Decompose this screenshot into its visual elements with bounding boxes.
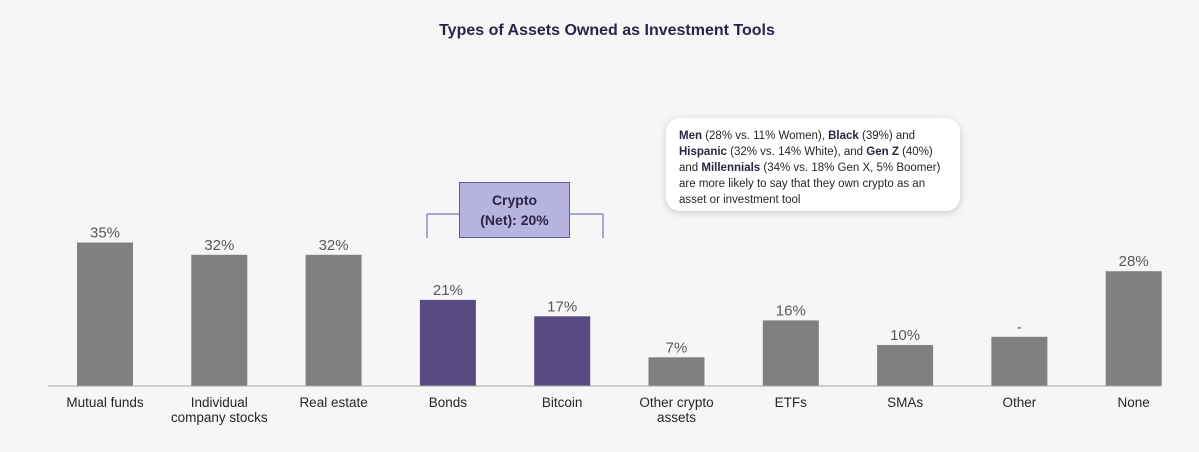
value-label: 7%: [666, 339, 688, 356]
bar-mutual-funds: [77, 242, 133, 386]
category-label: Other: [1003, 395, 1037, 410]
crypto-box-line2: (Net): 20%: [480, 212, 549, 228]
callout-emphasis: Millennials: [701, 162, 761, 174]
callout-segment: (40%) and: [679, 146, 933, 174]
category-label: SMAs: [887, 395, 923, 410]
bar-individual-company-stocks: [191, 254, 248, 386]
bar-bonds: [419, 299, 476, 386]
callout-segment: (39%) and: [858, 130, 916, 142]
category-label: ETFs: [775, 395, 807, 410]
value-label: 16%: [776, 302, 806, 319]
category-label: Mutual funds: [66, 395, 144, 410]
callout-note: Men (28% vs. 11% Women), Black (39%) and…: [666, 118, 960, 211]
category-label: None: [1118, 395, 1150, 410]
callout-emphasis: Gen Z: [866, 146, 899, 158]
value-label: 32%: [204, 237, 234, 254]
bar-real-estate: [305, 254, 362, 386]
value-label: 35%: [90, 225, 120, 242]
bar-smas: [877, 345, 934, 386]
value-label: 32%: [319, 237, 349, 254]
category-label: Individual company stocks: [171, 395, 268, 425]
category-label: Other crypto assets: [639, 395, 713, 425]
callout-segment: (28% vs. 11% Women),: [702, 130, 829, 142]
value-label: -: [1017, 319, 1022, 336]
value-label: 17%: [547, 298, 577, 315]
callout-emphasis: Black: [828, 130, 859, 142]
category-label: Bitcoin: [542, 395, 583, 410]
bar-other: [991, 336, 1048, 386]
value-label: 21%: [433, 282, 463, 299]
bar-none: [1105, 271, 1162, 386]
value-label: 28%: [1119, 253, 1149, 270]
chart-title: Types of Assets Owned as Investment Tool…: [439, 22, 775, 39]
value-label: 10%: [890, 327, 920, 344]
category-label: Bonds: [429, 395, 468, 410]
bar-bitcoin: [534, 316, 591, 386]
crypto-net-box: Crypto (Net): 20%: [459, 182, 570, 238]
callout-segment: (32% vs. 14% White), and: [726, 146, 867, 158]
callout-emphasis: Men: [679, 130, 702, 142]
bar-etfs: [762, 320, 819, 386]
category-label: Real estate: [299, 395, 367, 410]
callout-text: Men (28% vs. 11% Women), Black (39%) and…: [679, 130, 940, 206]
bar-other-crypto-assets: [648, 357, 705, 386]
callout-segment: (34% vs. 18% Gen X, 5% Boomer) are more …: [679, 162, 941, 206]
callout-emphasis: Hispanic: [679, 146, 727, 158]
crypto-box-line1: Crypto: [491, 192, 538, 208]
